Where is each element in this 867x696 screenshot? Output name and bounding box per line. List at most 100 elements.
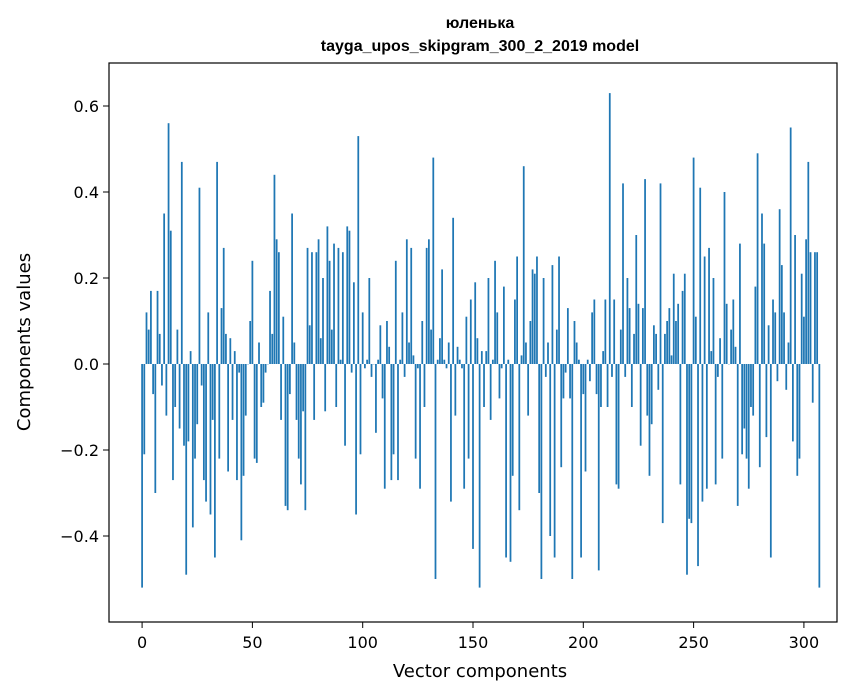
bar	[430, 329, 432, 364]
bar	[375, 364, 377, 433]
bar	[337, 247, 340, 364]
bar	[240, 364, 243, 541]
bar	[639, 364, 642, 446]
y-axis-label: Components values	[14, 253, 35, 431]
bar	[249, 321, 252, 364]
bar	[776, 364, 779, 382]
bar	[626, 278, 629, 364]
bar	[141, 364, 143, 588]
bar	[522, 166, 525, 364]
bar	[476, 338, 479, 364]
bar	[161, 364, 163, 386]
bar	[202, 364, 205, 481]
bar	[483, 364, 485, 407]
bar	[600, 364, 602, 407]
bar	[578, 359, 580, 364]
bar	[624, 364, 627, 377]
bar	[538, 364, 541, 493]
bar	[392, 364, 395, 455]
bar	[721, 364, 724, 459]
bar	[551, 265, 554, 364]
bar	[405, 239, 408, 364]
bar	[489, 364, 492, 420]
bar	[359, 364, 362, 455]
bar	[364, 364, 366, 369]
bar	[469, 299, 472, 364]
bar	[269, 290, 271, 364]
bar	[383, 364, 386, 489]
bar	[311, 252, 313, 364]
bar	[207, 312, 210, 364]
x-tick-label: 100	[347, 633, 378, 652]
bar	[397, 364, 399, 481]
bar	[255, 364, 258, 463]
bar	[370, 364, 373, 377]
bar	[180, 161, 183, 364]
y-tick-label: 0.4	[74, 183, 99, 202]
bar	[520, 355, 523, 364]
bar	[672, 273, 675, 364]
bar	[300, 364, 302, 485]
bar	[416, 364, 419, 369]
bar	[450, 364, 452, 502]
bar	[198, 187, 201, 364]
bar	[675, 321, 677, 364]
bar	[231, 364, 234, 420]
bar	[555, 329, 558, 364]
bar	[326, 226, 329, 364]
bar	[238, 364, 241, 373]
bar	[361, 312, 364, 364]
bar	[589, 364, 591, 382]
bar	[697, 364, 699, 567]
bar	[324, 364, 327, 412]
bar	[368, 278, 371, 364]
bar	[644, 179, 646, 364]
bar	[730, 329, 732, 364]
bar	[703, 256, 706, 364]
bar	[756, 153, 759, 364]
bar	[308, 325, 311, 364]
bar	[220, 308, 223, 364]
bar	[394, 260, 397, 364]
bar	[498, 364, 501, 399]
bar	[655, 333, 657, 364]
bar	[692, 157, 695, 364]
bar	[189, 351, 192, 364]
bar	[582, 364, 585, 395]
bar	[434, 364, 437, 579]
bar	[694, 316, 697, 364]
bar	[547, 342, 549, 364]
bar	[558, 256, 560, 364]
bar	[536, 256, 538, 364]
bar	[264, 364, 267, 373]
bar	[233, 351, 236, 364]
bar	[739, 243, 741, 364]
bar	[165, 364, 168, 416]
bar	[222, 247, 225, 364]
bar	[650, 364, 653, 425]
bar	[516, 256, 518, 364]
bar	[485, 351, 488, 364]
bar	[419, 364, 421, 489]
bar	[214, 364, 216, 558]
bar	[167, 123, 170, 364]
bar	[152, 364, 154, 395]
bar	[236, 364, 238, 481]
bar	[452, 217, 455, 364]
bar	[741, 364, 744, 455]
bar	[260, 364, 263, 407]
x-axis-label: Vector components	[393, 661, 567, 682]
x-tick-label: 150	[458, 633, 489, 652]
bar	[289, 364, 291, 395]
bar	[617, 364, 620, 489]
bar	[613, 299, 616, 364]
bar	[580, 364, 582, 558]
bar	[251, 260, 254, 364]
bar	[622, 183, 624, 364]
bar	[401, 312, 404, 364]
y-axis-ticks: −0.4 −0.2 0.0 0.2 0.4 0.6	[60, 97, 109, 546]
bar	[514, 299, 516, 364]
bar	[712, 278, 715, 364]
bar	[313, 364, 316, 420]
x-tick-label: 200	[568, 633, 599, 652]
